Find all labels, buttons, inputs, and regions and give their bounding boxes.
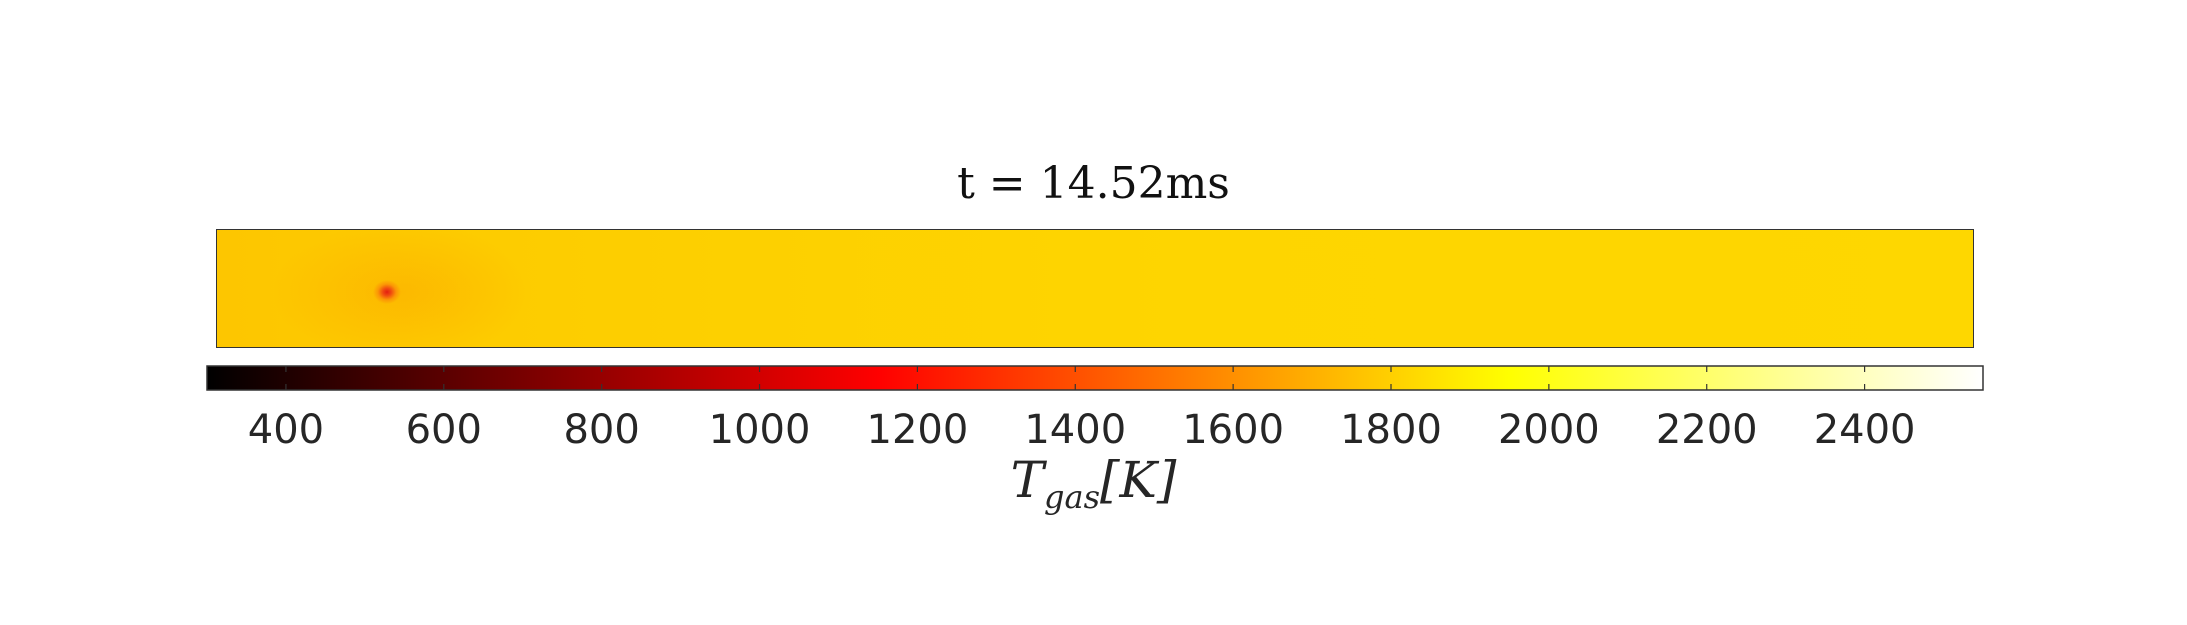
colorbar-tick-label-1600: 1600 (1182, 407, 1284, 453)
colorbar-tick-label-1200: 1200 (867, 407, 969, 453)
colorbar-gradient (206, 365, 1984, 391)
colorbar-tick-label-1800: 1800 (1340, 407, 1442, 453)
colorbar-tick-label-2000: 2000 (1498, 407, 1600, 453)
colorbar-tick-label-2400: 2400 (1814, 407, 1916, 453)
colorbar-label-t: T (1010, 451, 1044, 509)
colorbar-tick-label-2200: 2200 (1656, 407, 1758, 453)
colorbar-tick-label-400: 400 (248, 407, 324, 453)
colorbar-tick-label-1000: 1000 (709, 407, 811, 453)
colorbar-tick-label-800: 800 (563, 407, 639, 453)
colorbar-tick-label-600: 600 (406, 407, 482, 453)
colorbar-ticks (285, 366, 1866, 390)
temperature-field-heatmap (216, 229, 1974, 348)
colorbar-tick-label-1400: 1400 (1024, 407, 1126, 453)
colorbar-label: Tgas[K] (0, 455, 2187, 513)
colorbar-tick-labels: 400 600 800 1000 1200 1400 1600 1800 2000 2200 240… (248, 407, 1916, 453)
colorbar-label-subscript: gas (1044, 478, 1100, 516)
colorbar-label-unit: [K] (1099, 451, 1177, 509)
chart-title: t = 14.52ms (957, 158, 1230, 209)
